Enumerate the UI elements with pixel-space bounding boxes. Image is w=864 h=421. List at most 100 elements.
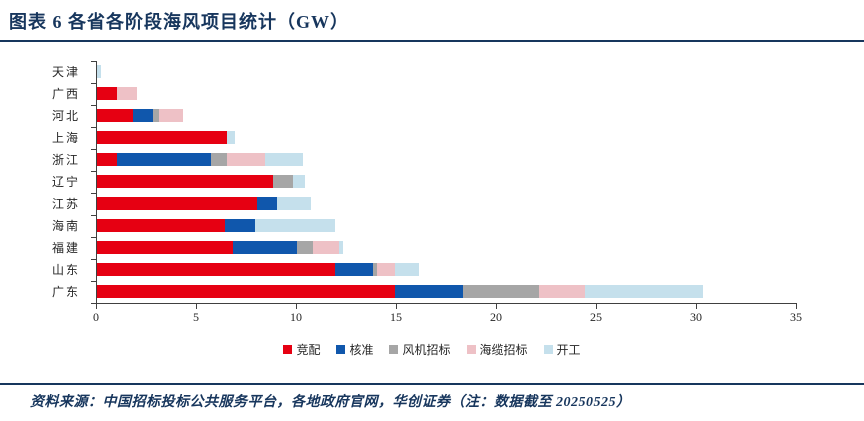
bar-segment <box>463 285 539 298</box>
bar-segment <box>273 175 293 188</box>
x-axis-tick-label: 10 <box>290 310 302 324</box>
source-note: 资料来源：中国招标投标公共服务平台，各地政府官网，华创证券（注：数据截至 202… <box>30 395 631 410</box>
bar-segment <box>97 219 225 232</box>
bar-segment <box>225 219 255 232</box>
y-axis-tick <box>91 303 96 304</box>
legend-item: 竞配 <box>283 341 320 358</box>
bar-segment <box>117 153 211 166</box>
bar-row <box>97 105 797 127</box>
y-axis-tick <box>91 127 96 128</box>
x-axis-tick-label: 20 <box>490 310 502 324</box>
x-axis-tick-label: 25 <box>590 310 602 324</box>
bar-segment <box>377 263 395 276</box>
bar-segment <box>585 285 703 298</box>
bar-segment <box>335 263 373 276</box>
bar-segment <box>297 241 313 254</box>
y-axis-tick <box>91 193 96 194</box>
bar-segment <box>373 263 377 276</box>
y-axis-label: 辽宁 <box>51 175 80 189</box>
stacked-bar <box>97 219 335 232</box>
bar-segment <box>227 153 265 166</box>
y-axis-label: 广东 <box>51 285 80 299</box>
stacked-bar <box>97 153 303 166</box>
bar-segment <box>395 263 419 276</box>
bar-segment <box>97 263 335 276</box>
bar-segment <box>97 241 233 254</box>
y-axis-label: 上海 <box>51 131 80 145</box>
bar-segment <box>233 241 297 254</box>
legend-label: 风机招标 <box>402 343 451 357</box>
x-axis-tick <box>296 304 297 309</box>
stacked-bar <box>97 241 343 254</box>
bar-segment <box>97 109 133 122</box>
bar-segment <box>255 219 335 232</box>
legend-swatch-icon <box>389 345 399 354</box>
y-axis-label: 天津 <box>51 65 80 79</box>
y-axis-label: 江苏 <box>51 197 80 211</box>
stacked-bar <box>97 175 305 188</box>
stacked-bar <box>97 131 235 144</box>
chart-legend: 竞配 核准 风机招标 海缆招标 开工 <box>0 341 864 358</box>
legend-swatch-icon <box>336 345 346 354</box>
legend-swatch-icon <box>283 345 293 354</box>
bar-segment <box>153 109 159 122</box>
bar-row <box>97 237 797 259</box>
bar-row <box>97 215 797 237</box>
bar-row <box>97 193 797 215</box>
bar-segment <box>133 109 153 122</box>
x-axis-tick-label: 5 <box>193 310 199 324</box>
x-axis-tick <box>396 304 397 309</box>
x-axis-tick <box>496 304 497 309</box>
x-axis-tick-label: 15 <box>390 310 402 324</box>
y-axis-label: 广西 <box>51 87 80 101</box>
legend-swatch-icon <box>466 345 476 354</box>
stacked-bar <box>97 285 703 298</box>
y-axis-tick <box>91 281 96 282</box>
bar-row <box>97 281 797 303</box>
bar-segment <box>117 87 137 100</box>
x-axis-tick <box>796 304 797 309</box>
bar-segment <box>395 285 463 298</box>
bar-row <box>97 61 797 83</box>
x-axis-tick-label: 0 <box>93 310 99 324</box>
stacked-bar <box>97 109 183 122</box>
bar-segment <box>97 175 273 188</box>
bar-segment <box>211 153 227 166</box>
footer-divider <box>0 383 864 385</box>
bar-segment <box>313 241 339 254</box>
legend-swatch-icon <box>543 345 553 354</box>
bar-segment <box>339 241 343 254</box>
y-axis-tick <box>91 149 96 150</box>
y-axis-tick <box>91 83 96 84</box>
legend-item: 风机招标 <box>389 341 451 358</box>
bar-segment <box>97 285 395 298</box>
bar-segment <box>293 175 305 188</box>
x-axis-tick <box>96 304 97 309</box>
y-axis-tick <box>91 61 96 62</box>
x-axis-tick-label: 35 <box>790 310 802 324</box>
bar-segment <box>539 285 585 298</box>
bar-row <box>97 149 797 171</box>
bar-segment <box>277 197 311 210</box>
y-axis-tick <box>91 237 96 238</box>
x-axis-tick <box>196 304 197 309</box>
bar-segment <box>265 153 303 166</box>
y-axis-label: 山东 <box>51 263 80 277</box>
bar-row <box>97 83 797 105</box>
bar-segment <box>97 197 257 210</box>
y-axis-tick <box>91 259 96 260</box>
y-axis-label: 浙江 <box>51 153 80 167</box>
plot-area <box>96 61 797 304</box>
bar-segment <box>257 197 277 210</box>
title-underline <box>0 40 864 42</box>
legend-label: 海缆招标 <box>479 343 528 357</box>
y-axis-label: 福建 <box>51 241 80 255</box>
y-axis-tick <box>91 171 96 172</box>
y-axis-label: 海南 <box>51 219 80 233</box>
legend-label: 核准 <box>349 343 374 357</box>
legend-item: 核准 <box>336 341 373 358</box>
legend-label: 竞配 <box>296 343 321 357</box>
stacked-bar <box>97 65 101 78</box>
bar-segment <box>97 131 227 144</box>
